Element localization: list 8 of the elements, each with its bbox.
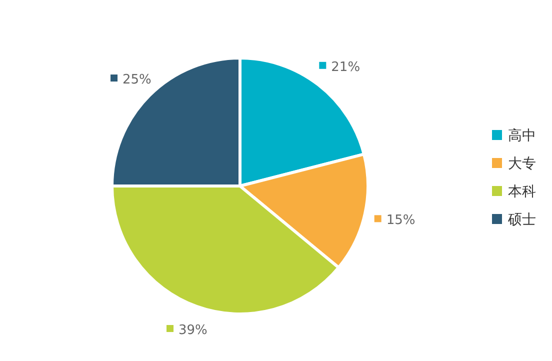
legend-label: 硕士 xyxy=(507,212,536,228)
data-label: 39% xyxy=(178,323,208,338)
legend-label: 大专 xyxy=(508,156,536,172)
data-label: 21% xyxy=(331,60,360,75)
legend-label: 高中 xyxy=(508,128,536,144)
data-label: 15% xyxy=(386,213,416,228)
data-label: 25% xyxy=(122,72,152,88)
legend-label: 本科 xyxy=(508,184,536,200)
